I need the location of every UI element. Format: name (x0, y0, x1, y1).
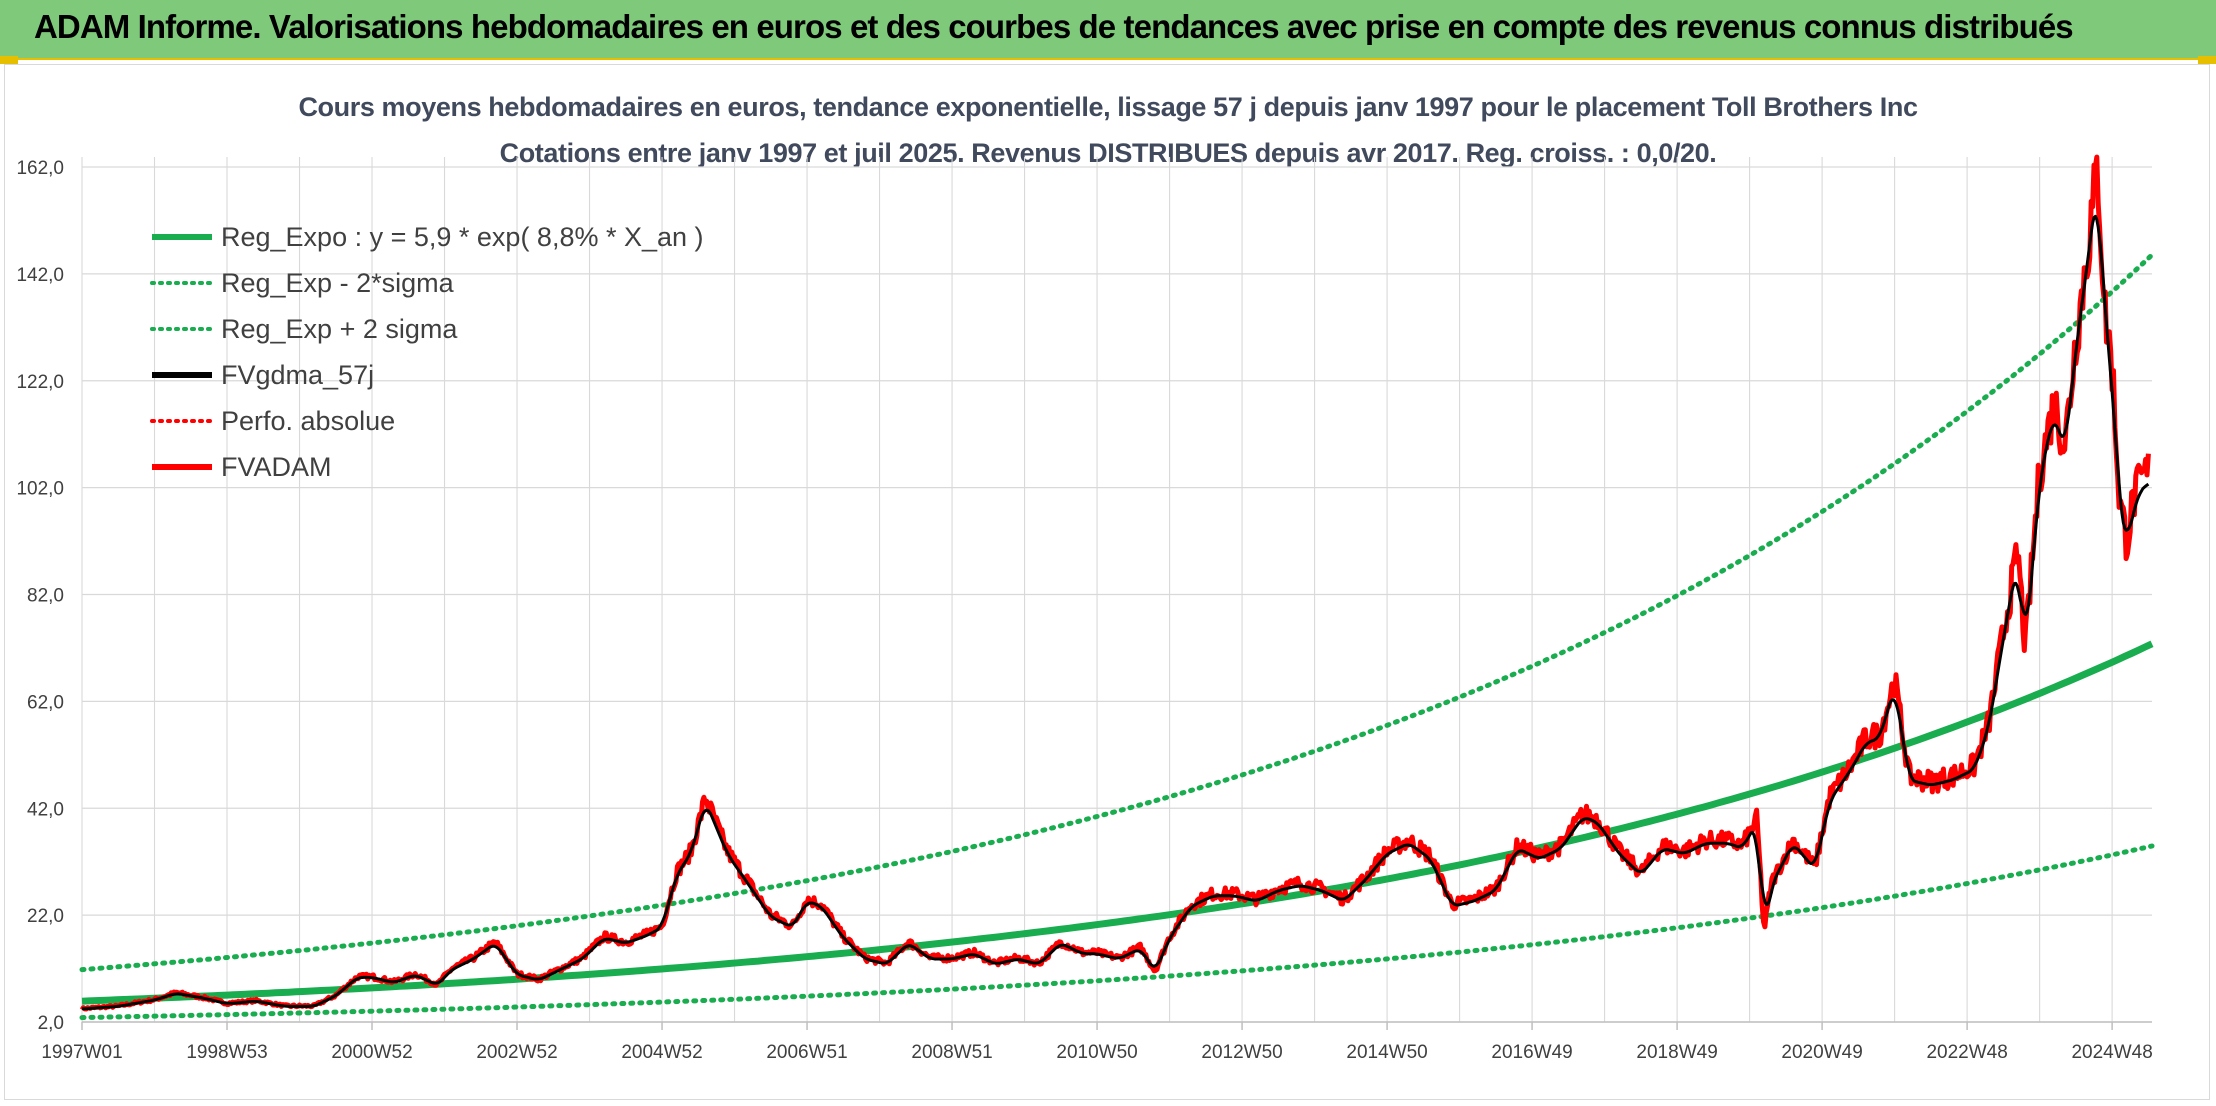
x-tick-label: 1998W53 (186, 1042, 267, 1063)
x-tick-label: 2018W49 (1636, 1042, 1717, 1063)
series-fvgdma-57j (81, 214, 2150, 1011)
series-reg-expo (81, 640, 2154, 1005)
x-tick-label: 2012W50 (1201, 1042, 1282, 1063)
x-tick-label: 2004W52 (621, 1042, 702, 1063)
y-tick-label: 22,0 (27, 906, 64, 927)
x-tick-label: 2016W49 (1491, 1042, 1572, 1063)
y-tick-label: 102,0 (16, 479, 64, 500)
chart-title: Cours moyens hebdomadaires en euros, ten… (298, 92, 1918, 122)
x-tick-label: 2006W51 (766, 1042, 847, 1063)
banner-corner-right (2198, 56, 2216, 64)
legend-perfo-absolue-label: Perfo. absolue (221, 406, 395, 436)
legend-fvadam-label: FVADAM (221, 452, 332, 482)
series-reg-exp-minus-2-sigma (79, 843, 2155, 1021)
legend-reg-expo-label: Reg_Expo : y = 5,9 * exp( 8,8% * X_an ) (221, 222, 704, 252)
legend-reg-exp-plus-2-sigma-label: Reg_Exp + 2 sigma (221, 314, 458, 344)
x-tick-label: 2014W50 (1346, 1042, 1427, 1063)
chart-subtitle: Cotations entre janv 1997 et juil 2025. … (499, 138, 1717, 168)
x-tick-label: 2024W48 (2071, 1042, 2152, 1063)
y-tick-label: 82,0 (27, 586, 64, 607)
legend-fvgdma-57j-label: FVgdma_57j (221, 360, 374, 390)
x-tick-label: 2000W52 (331, 1042, 412, 1063)
x-tick-label: 2020W49 (1781, 1042, 1862, 1063)
header-banner: ADAM Informe. Valorisations hebdomadaire… (0, 0, 2216, 60)
legend-reg-exp-minus-2-sigma-label: Reg_Exp - 2*sigma (221, 268, 455, 298)
x-tick-label: 2010W50 (1056, 1042, 1137, 1063)
y-tick-label: 42,0 (27, 799, 64, 820)
y-tick-label: 2,0 (38, 1013, 64, 1034)
y-tick-label: 62,0 (27, 692, 64, 713)
x-tick-label: 2008W51 (911, 1042, 992, 1063)
y-tick-label: 162,0 (16, 158, 64, 179)
header-title: ADAM Informe. Valorisations hebdomadaire… (34, 8, 2074, 45)
banner-corner-left (0, 56, 18, 64)
y-tick-label: 122,0 (16, 372, 64, 393)
x-tick-label: 2022W48 (1926, 1042, 2007, 1063)
y-tick-label: 142,0 (16, 265, 64, 286)
x-tick-label: 1997W01 (41, 1042, 122, 1063)
series-reg-exp-plus-2-sigma (79, 252, 2155, 973)
x-tick-label: 2002W52 (476, 1042, 557, 1063)
